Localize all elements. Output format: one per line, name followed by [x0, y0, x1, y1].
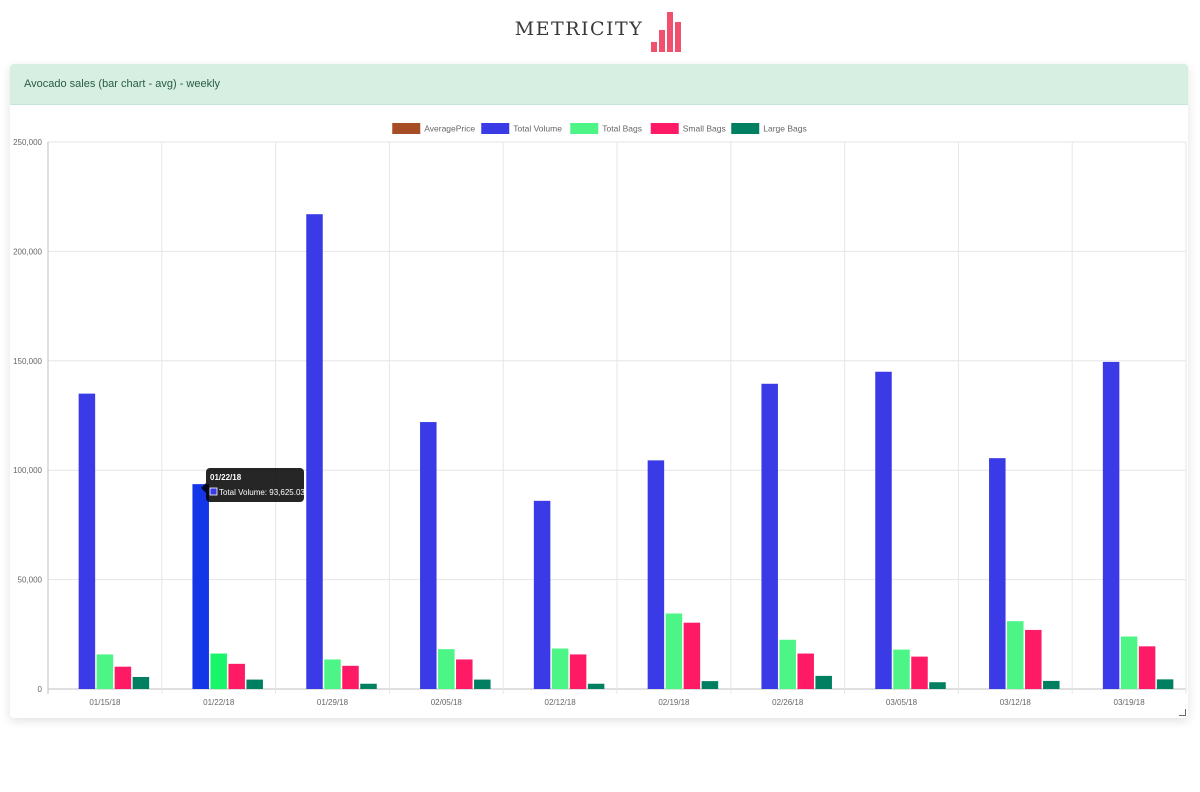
bar-small-bags[interactable] — [228, 663, 245, 689]
bar-large-bags[interactable] — [701, 681, 719, 689]
bar-small-bags[interactable] — [569, 654, 587, 689]
bar-total-bags[interactable] — [1120, 636, 1138, 689]
tooltip — [206, 468, 304, 502]
bar-total-volume[interactable] — [761, 383, 778, 689]
bar-small-bags[interactable] — [114, 666, 132, 689]
bar-small-bags[interactable] — [1025, 629, 1042, 689]
bar-large-bags[interactable] — [587, 683, 605, 689]
bar-total-volume[interactable] — [989, 458, 1006, 689]
legend-swatch[interactable] — [650, 123, 679, 134]
bar-large-bags[interactable] — [132, 676, 150, 689]
y-tick-label: 0 — [38, 685, 43, 694]
bar-total-bags[interactable] — [96, 654, 114, 689]
bar-total-bags[interactable] — [551, 648, 569, 689]
bar-total-bags[interactable] — [324, 659, 341, 689]
x-tick-label: 01/15/18 — [89, 698, 121, 707]
bar-small-bags[interactable] — [342, 665, 359, 689]
x-tick-label: 02/19/18 — [658, 698, 690, 707]
resize-handle[interactable] — [1179, 709, 1186, 716]
brand-name: METRICITY — [514, 18, 644, 40]
bar-small-bags[interactable] — [456, 659, 473, 689]
bar-total-volume[interactable] — [420, 422, 437, 689]
chart-card: Avocado sales (bar chart - avg) - weekly… — [10, 64, 1188, 718]
legend-label[interactable]: AveragePrice — [424, 124, 475, 134]
tooltip-swatch — [209, 487, 218, 496]
legend-swatch[interactable] — [570, 123, 599, 134]
legend-swatch[interactable] — [392, 123, 421, 134]
y-tick-label: 100,000 — [13, 466, 42, 475]
bar-large-bags[interactable] — [1043, 680, 1060, 689]
bar-large-bags[interactable] — [360, 683, 377, 689]
chart-area: 0 50,000 100,000 150,000 200,000 250,000 01/15… — [10, 64, 1188, 718]
bar-total-volume[interactable] — [533, 500, 551, 689]
bar-total-volume[interactable] — [192, 484, 209, 689]
y-tick-label: 50,000 — [18, 576, 43, 585]
legend-label[interactable]: Total Bags — [602, 124, 642, 134]
legend-swatch[interactable] — [481, 123, 510, 134]
x-tick-label: 01/29/18 — [317, 698, 349, 707]
bar-total-bags[interactable] — [665, 613, 683, 689]
bar-total-bags[interactable] — [438, 649, 455, 689]
bar-small-bags[interactable] — [911, 656, 928, 689]
legend-label[interactable]: Large Bags — [763, 124, 806, 134]
y-tick-label: 250,000 — [13, 138, 42, 147]
card-title: Avocado sales (bar chart - avg) - weekly — [10, 64, 1188, 105]
legend-label[interactable]: Total Volume — [513, 124, 562, 134]
bar-large-bags[interactable] — [246, 679, 263, 689]
bar-total-volume[interactable] — [78, 393, 96, 689]
bar-total-volume[interactable] — [875, 371, 892, 689]
x-tick-label: 03/12/18 — [1000, 698, 1032, 707]
bar-total-volume[interactable] — [1102, 361, 1120, 689]
legend-swatch[interactable] — [731, 123, 760, 134]
brand-logo: METRICITY — [0, 6, 1200, 52]
x-tick-label: 03/05/18 — [886, 698, 918, 707]
y-tick-label: 200,000 — [13, 247, 42, 256]
x-tick-label: 02/12/18 — [545, 698, 577, 707]
bar-total-volume[interactable] — [647, 460, 665, 689]
bar-large-bags[interactable] — [1156, 679, 1174, 689]
bar-small-bags[interactable] — [1138, 646, 1156, 689]
bar-total-bags[interactable] — [210, 653, 227, 689]
bar-total-volume[interactable] — [306, 214, 323, 690]
bar-small-bags[interactable] — [797, 653, 814, 689]
bar-small-bags[interactable] — [683, 622, 701, 689]
x-tick-label: 02/26/18 — [772, 698, 804, 707]
tooltip-caret — [201, 483, 206, 493]
bar-total-bags[interactable] — [779, 639, 796, 689]
x-tick-label: 03/19/18 — [1114, 698, 1146, 707]
bar-large-bags[interactable] — [815, 675, 832, 689]
bar-large-bags[interactable] — [474, 679, 491, 689]
bar-large-bags[interactable] — [929, 682, 946, 689]
bar-total-bags[interactable] — [1007, 621, 1024, 689]
bar-chart-logo-icon — [651, 12, 682, 52]
y-tick-label: 150,000 — [13, 357, 42, 366]
bar-chart: 0 50,000 100,000 150,000 200,000 250,000 01/15… — [13, 123, 1187, 707]
x-tick-label: 01/22/18 — [203, 698, 235, 707]
tooltip-title: 01/22/18 — [210, 473, 242, 482]
tooltip-label: Total Volume: 93,625.03 — [219, 488, 305, 497]
legend-label[interactable]: Small Bags — [683, 124, 726, 134]
x-tick-label: 02/05/18 — [431, 698, 463, 707]
bar-total-bags[interactable] — [893, 649, 910, 689]
